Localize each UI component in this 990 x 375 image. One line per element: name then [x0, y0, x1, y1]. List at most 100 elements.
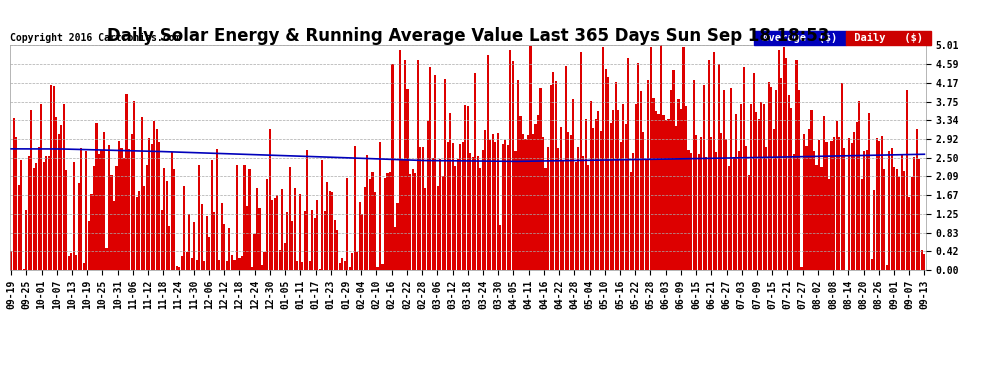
Bar: [633, 153, 635, 270]
Bar: [38, 147, 40, 270]
Bar: [324, 211, 326, 270]
Bar: [113, 201, 115, 270]
Bar: [20, 160, 22, 270]
Bar: [133, 101, 136, 270]
Bar: [532, 134, 534, 270]
Bar: [667, 119, 669, 270]
Bar: [921, 250, 923, 270]
Bar: [288, 167, 291, 270]
Bar: [818, 140, 820, 270]
Bar: [131, 134, 133, 270]
Bar: [855, 122, 857, 270]
Bar: [98, 153, 100, 270]
Bar: [535, 124, 537, 270]
Bar: [602, 47, 604, 270]
Text: Average  ($): Average ($): [756, 33, 843, 43]
Bar: [582, 156, 584, 270]
Bar: [158, 142, 160, 270]
Bar: [831, 141, 833, 270]
Bar: [396, 203, 399, 270]
Bar: [146, 165, 148, 270]
Bar: [334, 220, 336, 270]
Bar: [60, 124, 62, 270]
Bar: [520, 116, 522, 270]
Bar: [564, 66, 566, 270]
Bar: [309, 261, 311, 270]
Bar: [193, 222, 195, 270]
Bar: [881, 136, 883, 270]
Bar: [489, 140, 491, 270]
Bar: [559, 127, 561, 270]
Bar: [278, 250, 281, 270]
Bar: [299, 194, 301, 270]
Bar: [760, 102, 762, 270]
Bar: [319, 269, 321, 270]
Bar: [868, 113, 870, 270]
Bar: [409, 174, 411, 270]
Bar: [775, 90, 777, 270]
Bar: [108, 145, 110, 270]
Bar: [371, 172, 373, 270]
Bar: [685, 106, 687, 270]
Bar: [765, 147, 767, 270]
Bar: [715, 152, 717, 270]
Bar: [283, 243, 286, 270]
Bar: [369, 179, 371, 270]
Bar: [316, 200, 319, 270]
Bar: [640, 91, 642, 270]
Bar: [314, 218, 316, 270]
Bar: [381, 264, 383, 270]
Bar: [33, 168, 35, 270]
Bar: [690, 153, 692, 270]
Bar: [429, 67, 432, 270]
Bar: [713, 53, 715, 270]
Bar: [891, 148, 893, 270]
Bar: [816, 165, 818, 270]
Bar: [10, 251, 12, 270]
Bar: [181, 256, 183, 270]
Bar: [55, 117, 57, 270]
Bar: [592, 128, 594, 270]
Bar: [841, 83, 842, 270]
Bar: [105, 248, 108, 270]
Bar: [173, 169, 175, 270]
Bar: [301, 262, 303, 270]
Bar: [497, 133, 499, 270]
Bar: [327, 182, 329, 270]
Bar: [833, 138, 836, 270]
Bar: [239, 258, 241, 270]
Bar: [80, 148, 82, 270]
Bar: [291, 221, 293, 270]
Bar: [427, 121, 429, 270]
Bar: [449, 112, 451, 270]
Bar: [136, 197, 138, 270]
Bar: [562, 160, 564, 270]
Bar: [286, 212, 288, 270]
Bar: [783, 47, 785, 270]
Bar: [404, 60, 406, 270]
Bar: [379, 142, 381, 270]
Bar: [342, 258, 344, 270]
Bar: [461, 142, 464, 270]
Bar: [454, 166, 456, 270]
Bar: [391, 64, 394, 270]
Bar: [148, 138, 150, 270]
Bar: [873, 190, 875, 270]
Bar: [785, 58, 787, 270]
Bar: [537, 116, 540, 270]
Bar: [741, 104, 742, 270]
Bar: [18, 185, 20, 270]
Bar: [211, 160, 213, 270]
Bar: [482, 150, 484, 270]
Bar: [836, 121, 838, 270]
Bar: [544, 168, 546, 270]
Bar: [434, 75, 437, 270]
Bar: [720, 133, 723, 270]
Bar: [660, 45, 662, 270]
Bar: [808, 129, 810, 270]
Bar: [585, 119, 587, 270]
Bar: [795, 60, 798, 270]
Bar: [332, 192, 334, 270]
Bar: [693, 80, 695, 270]
Bar: [843, 148, 845, 270]
